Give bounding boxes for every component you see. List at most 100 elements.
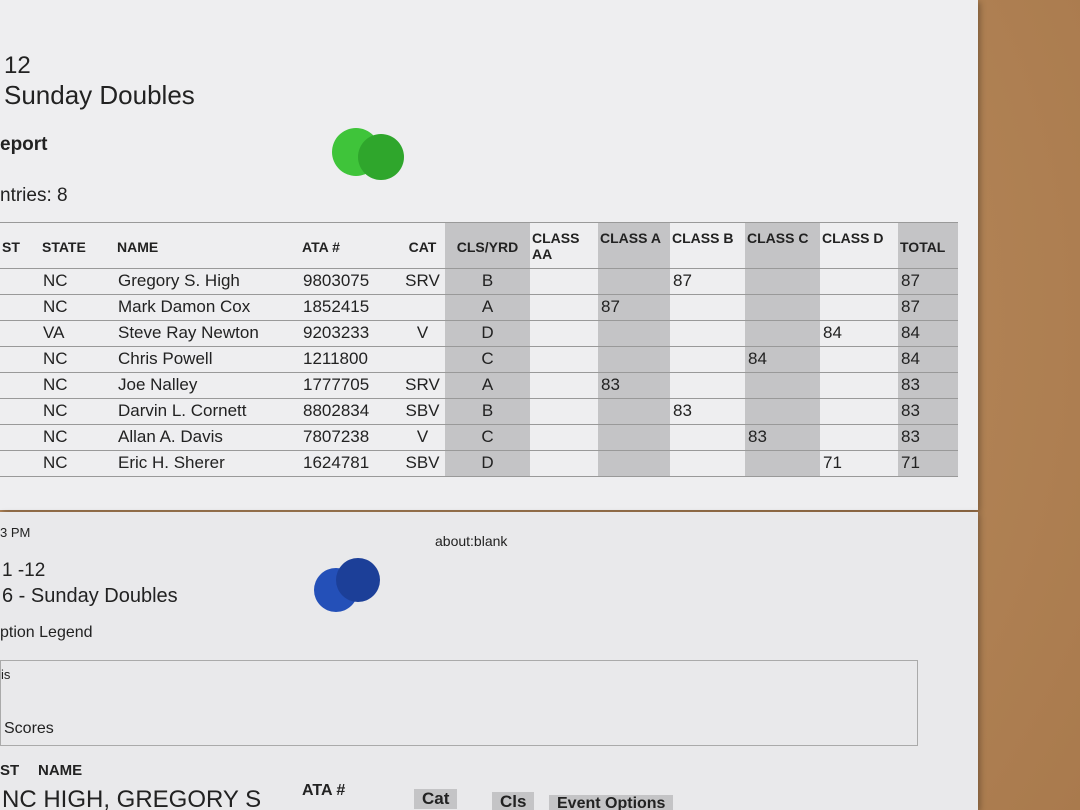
cell-cls: B: [481, 401, 494, 420]
cell-cls: D: [481, 323, 494, 342]
column-header: CLS/YRD: [456, 239, 519, 255]
print-time: 3 PM: [0, 525, 31, 540]
row-line: [0, 320, 958, 321]
event-number: 12: [4, 52, 31, 79]
cell-cat: SBV: [405, 401, 440, 420]
cell-ata: 1852415: [303, 297, 370, 316]
cell-ata: 1777705: [303, 375, 370, 394]
shaded-column: [445, 222, 530, 476]
column-header: NAME: [38, 762, 83, 779]
cell-score: 83: [748, 427, 767, 446]
row-line: [0, 268, 958, 269]
cell-total: 87: [901, 271, 920, 290]
legend-title: ption Legend: [0, 624, 93, 641]
cell-state: NC: [43, 401, 68, 420]
pin: [336, 558, 380, 602]
cell-total: 83: [901, 427, 920, 446]
column-header: ATA #: [302, 239, 340, 255]
row-line: [0, 424, 958, 425]
cell-cls: C: [481, 427, 494, 446]
row-line: [0, 476, 958, 477]
url: about:blank: [435, 533, 508, 549]
cell-state: NC: [43, 297, 68, 316]
column-header: Cat: [414, 789, 458, 809]
sheet: [0, 512, 978, 810]
scores-title: Scores: [4, 720, 54, 737]
cell-total: 71: [901, 453, 920, 472]
cell-state: NC: [43, 453, 68, 472]
cell-ata: 1624781: [303, 453, 370, 472]
column-header: NAME: [117, 239, 159, 255]
cell-score: 87: [601, 297, 620, 316]
entries: ntries: 8: [0, 185, 68, 206]
shaded-column: [898, 222, 958, 476]
cell-ata: 9203233: [303, 323, 370, 342]
event-title: Sunday Doubles: [4, 80, 195, 110]
row-line: [0, 222, 958, 223]
cell-cat: SRV: [405, 271, 440, 290]
cell-score: 83: [601, 375, 620, 394]
row-line: [0, 346, 958, 347]
cell-cat: SBV: [405, 453, 440, 472]
cell-total: 84: [901, 323, 920, 342]
cell-total: 83: [901, 375, 920, 394]
row-line: [0, 294, 958, 295]
row-line: [0, 398, 958, 399]
cell-name: Mark Damon Cox: [118, 297, 251, 316]
event-title: 6 - Sunday Doubles: [2, 585, 178, 607]
column-header: CAT: [408, 239, 437, 255]
column-header: CLASS C: [747, 230, 809, 246]
cell-cat: V: [416, 323, 429, 342]
cell-state: NC: [43, 375, 68, 394]
cell-cls: C: [481, 349, 494, 368]
cell-ata: 9803075: [303, 271, 370, 290]
event-number: 1 -12: [2, 560, 46, 581]
shaded-column: [598, 222, 670, 476]
shaded-column: [745, 222, 820, 476]
column-header: ST: [2, 239, 20, 255]
cell-score: 84: [748, 349, 767, 368]
cell-score: 87: [673, 271, 692, 290]
report-title: eport: [0, 134, 48, 155]
column-header: Event Options: [549, 795, 674, 810]
pin: [358, 134, 404, 180]
legend-box: is: [0, 660, 918, 746]
column-header: CLASS AA: [532, 230, 580, 262]
column-header: CLASS B: [672, 230, 734, 246]
cell-name: Darvin L. Cornett: [118, 401, 247, 420]
cell-ata: 7807238: [303, 427, 370, 446]
column-header: ATA #: [302, 782, 346, 799]
cell-total: 87: [901, 297, 920, 316]
cell-score: 83: [673, 401, 692, 420]
cell-name: Eric H. Sherer: [118, 453, 225, 472]
cell-cls: A: [481, 297, 494, 316]
column-header: Cls: [492, 792, 535, 810]
cell-name: Joe Nalley: [118, 375, 198, 394]
cell-cat: SRV: [405, 375, 440, 394]
cell-name: Steve Ray Newton: [118, 323, 259, 342]
cell-total: 84: [901, 349, 920, 368]
cell-state: NC: [43, 271, 68, 290]
cell-score: 71: [823, 453, 842, 472]
cell-name: Allan A. Davis: [118, 427, 223, 446]
cell-state: VA: [43, 323, 65, 342]
first-row: NC HIGH, GREGORY S: [2, 786, 262, 810]
column-header: ST: [0, 762, 20, 779]
cell-ata: 8802834: [303, 401, 370, 420]
cell-name: Gregory S. High: [118, 271, 240, 290]
cell-state: NC: [43, 349, 68, 368]
cell-cls: A: [481, 375, 494, 394]
cell-total: 83: [901, 401, 920, 420]
cell-cls: D: [481, 453, 494, 472]
cell-name: Chris Powell: [118, 349, 213, 368]
row-line: [0, 372, 958, 373]
cell-ata: 1211800: [303, 349, 368, 368]
cell-score: 84: [823, 323, 842, 342]
cell-cls: B: [481, 271, 494, 290]
column-header: CLASS D: [822, 230, 884, 246]
cell-state: NC: [43, 427, 68, 446]
column-header: STATE: [42, 239, 86, 255]
column-header: CLASS A: [600, 230, 661, 246]
row-line: [0, 450, 958, 451]
